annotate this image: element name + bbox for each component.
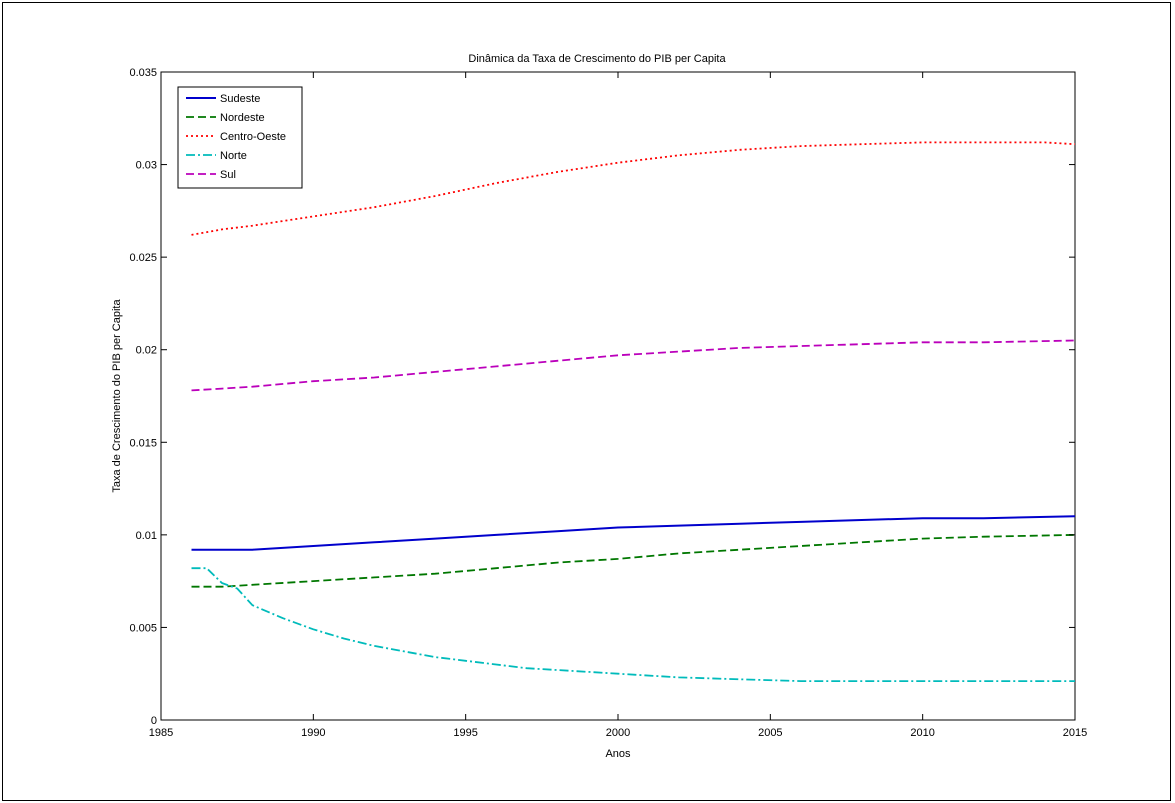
x-tick-label: 1985 xyxy=(149,727,173,739)
chart-title: Dinâmica da Taxa de Crescimento do PIB p… xyxy=(468,53,726,65)
y-tick-label: 0.025 xyxy=(129,252,157,264)
y-tick-label: 0.03 xyxy=(136,160,157,172)
legend-label: Centro-Oeste xyxy=(220,131,286,143)
legend-label: Sudeste xyxy=(220,93,260,105)
series-line-nordeste xyxy=(191,534,1076,588)
y-tick-label: 0.005 xyxy=(129,622,157,634)
series-line-sul xyxy=(191,339,1076,392)
x-tick-label: 1990 xyxy=(301,727,325,739)
plot-area xyxy=(160,71,1076,721)
y-tick-label: 0.035 xyxy=(129,67,157,79)
x-tick-label: 1995 xyxy=(453,727,477,739)
x-axis: 1985 1990 1995 2000 2005 2010 2015 xyxy=(149,72,1087,739)
legend: Sudeste Nordeste Centro-Oeste Norte Sul xyxy=(177,86,303,189)
y-tick-label: 0 xyxy=(151,715,157,727)
series-line-sudeste xyxy=(191,515,1076,551)
legend-label: Norte xyxy=(220,150,247,162)
x-tick-label: 2015 xyxy=(1063,727,1087,739)
x-tick-label: 2010 xyxy=(910,727,934,739)
series-line-norte xyxy=(191,567,1075,682)
y-axis: 0 0.005 0.01 0.015 0.02 0.025 0.03 0.035 xyxy=(129,67,1075,727)
series-layer xyxy=(191,141,1076,682)
y-tick-label: 0.01 xyxy=(136,530,157,542)
x-axis-label: Anos xyxy=(605,748,631,760)
x-tick-label: 2000 xyxy=(606,727,630,739)
legend-box xyxy=(177,86,303,189)
legend-label: Sul xyxy=(220,169,236,181)
y-tick-label: 0.02 xyxy=(136,345,157,357)
legend-label: Nordeste xyxy=(220,112,265,124)
y-tick-label: 0.015 xyxy=(129,437,157,449)
x-tick-label: 2005 xyxy=(758,727,782,739)
y-axis-label: Taxa de Crescimento do PIB per Capita xyxy=(111,299,123,493)
